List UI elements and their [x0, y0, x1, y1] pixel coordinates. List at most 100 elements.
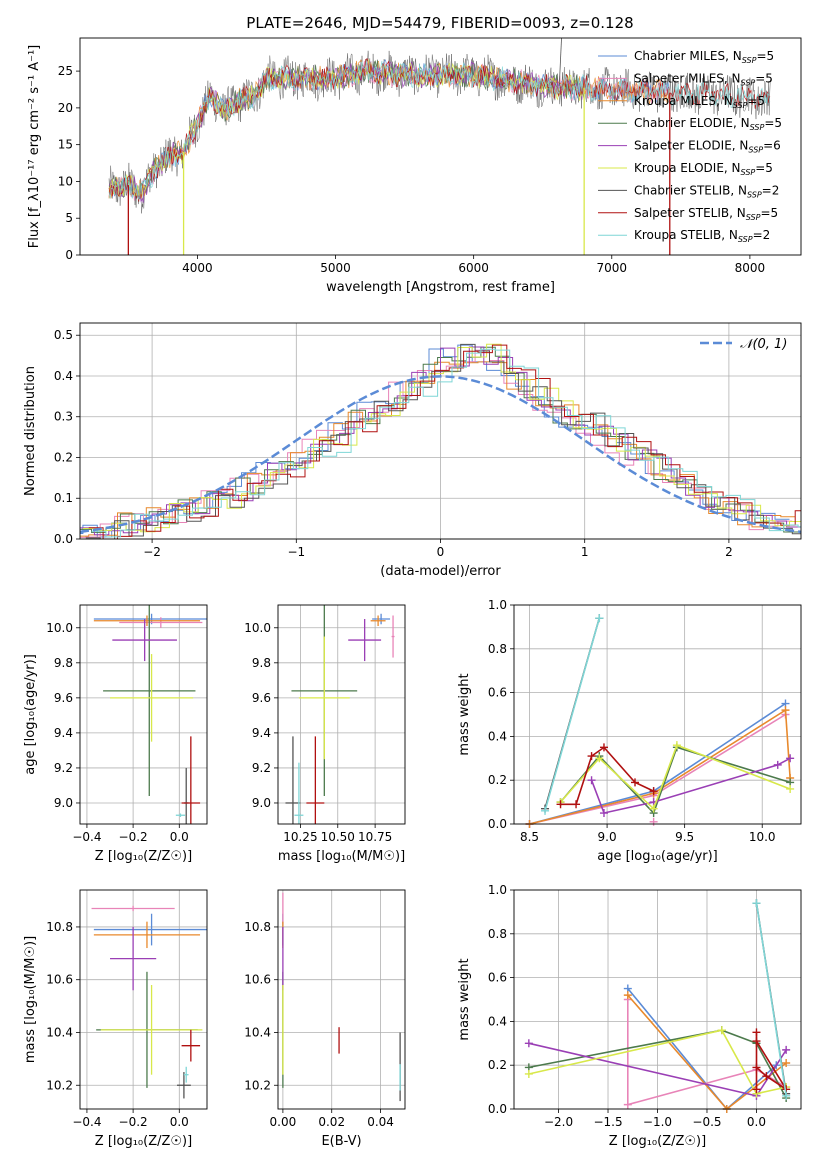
y-tick-label: 9.6: [54, 691, 73, 705]
y-tick-label: 10.6: [244, 973, 271, 987]
panels: 4000 5000 6000 7000 80000510152025wavelength…: [23, 37, 802, 1149]
x-tick-label: −1: [287, 545, 305, 559]
weight-marker: [541, 806, 550, 815]
x-tick-label: 9.0: [598, 830, 617, 844]
errorbar-group: [285, 605, 395, 824]
weight-line: [755, 902, 787, 1097]
spectrum-line: [108, 60, 585, 199]
weight-marker: [599, 809, 608, 818]
weight-marker: [672, 741, 681, 750]
weight-marker: [752, 1037, 761, 1046]
normal-curve: [80, 375, 801, 534]
weight-marker: [599, 743, 608, 752]
x-tick-label: 8.5: [520, 830, 539, 844]
y-tick-label: 9.4: [54, 726, 73, 740]
y-tick-label: 10.8: [244, 920, 271, 934]
weight-marker: [752, 1085, 761, 1094]
y-axis-label: mass weight: [457, 673, 472, 755]
y-tick-label: 5: [65, 211, 73, 225]
weight-marker: [595, 614, 604, 623]
weight-marker: [762, 1072, 771, 1081]
x-axis-label: E(B-V): [321, 1134, 361, 1149]
x-tick-label: −0.4: [72, 1115, 101, 1129]
weight-marker: [556, 800, 565, 809]
weight-marker: [649, 817, 658, 826]
y-tick-label: 0.8: [488, 927, 507, 941]
y-tick-label: 0.4: [488, 729, 507, 743]
weight-marker: [786, 754, 795, 763]
x-tick-label: 0.00: [270, 1115, 297, 1129]
weight-marker: [631, 778, 640, 787]
y-tick-label: 10.4: [244, 1025, 271, 1039]
x-tick-label: 10.0: [749, 830, 776, 844]
x-tick-label: −0.4: [72, 830, 101, 844]
x-tick-label: 0.0: [170, 830, 189, 844]
x-tick-label: −1.0: [643, 1115, 672, 1129]
y-tick-label: 9.0: [54, 796, 73, 810]
weight-lines: [525, 614, 795, 828]
histogram-panel: −2 −1 0 1 2 0.0 0.1 0.2 0.3 0.4 0.5 (data-model)/er…: [23, 322, 802, 579]
weight-line: [528, 1029, 787, 1099]
y-tick-label: 0.8: [488, 642, 507, 656]
histogram-step: [82, 343, 801, 533]
weight-marker: [595, 754, 604, 763]
y-tick-label: 10.8: [46, 920, 73, 934]
x-tick-label: −0.2: [119, 830, 148, 844]
y-tick-label: 0.1: [54, 491, 73, 505]
x-tick-label: 8000: [735, 261, 766, 275]
x-tick-label: 1: [581, 545, 589, 559]
x-tick-label: −1.5: [593, 1115, 622, 1129]
x-tick-label: 9.5: [675, 830, 694, 844]
x-tick-label: 7000: [596, 261, 627, 275]
y-tick-label: 9.6: [252, 691, 271, 705]
errorbar-group: [91, 905, 207, 1099]
weight-marker: [587, 776, 596, 785]
y-tick-label: 10.2: [46, 1078, 73, 1092]
age-vs-Z-panel: −0.4 −0.2 0.0 9.0 9.2 9.4 9.6 9.8 10.0 Z [log₁₀(Z…: [23, 604, 208, 864]
x-tick-label: 10.25: [283, 830, 317, 844]
plot-frame: [277, 604, 406, 825]
legend-label: Kroupa ELODIE, NSSP=5: [634, 161, 773, 177]
weight-line: [528, 1029, 787, 1095]
y-axis-label: mass [log₁₀(M/M☉)]: [23, 936, 38, 1063]
plot-frame: [79, 604, 208, 825]
y-axis-label: Flux [f_λ10⁻¹⁷ erg cm⁻² s⁻¹ A⁻¹]: [27, 45, 42, 249]
weight-marker: [752, 899, 761, 908]
y-tick-label: 0.4: [54, 369, 73, 383]
legend-label: Chabrier STELIB, NSSP=2: [634, 183, 779, 199]
plot-frame: [79, 37, 802, 256]
y-tick-label: 10: [58, 174, 73, 188]
x-axis-label: (data-model)/error: [380, 564, 501, 579]
y-tick-label: 10.6: [46, 973, 73, 987]
figure-title: PLATE=2646, MJD=54479, FIBERID=0093, z=0…: [246, 14, 633, 32]
x-tick-label: 10.75: [358, 830, 392, 844]
weight-marker: [752, 1028, 761, 1037]
mass-vs-ebv-panel: 0.00 0.02 0.04 10.2 10.4 10.6 10.8 E(B-V): [244, 889, 406, 1149]
x-tick-label: 10.50: [321, 830, 355, 844]
x-axis-label: wavelength [Angstrom, rest frame]: [326, 280, 555, 295]
weight-line: [627, 987, 777, 1111]
weight-marker: [649, 804, 658, 813]
y-tick-label: 1.0: [488, 883, 507, 897]
weight-marker: [587, 752, 596, 761]
y-tick-label: 9.2: [252, 761, 271, 775]
y-tick-label: 10.0: [244, 621, 271, 635]
y-tick-label: 0.3: [54, 410, 73, 424]
weight-line: [755, 1032, 787, 1090]
legend-label: Chabrier ELODIE, NSSP=5: [634, 116, 782, 132]
y-tick-label: 9.0: [252, 796, 271, 810]
y-tick-label: 0.6: [488, 971, 507, 985]
x-tick-label: 0: [437, 545, 445, 559]
x-tick-label: 0.04: [367, 1115, 394, 1129]
weight-vs-age-panel: 8.5 9.0 9.5 10.0 0.0 0.2 0.4 0.6 0.8 1.0 age [log₁…: [457, 598, 802, 864]
y-tick-label: 10.2: [244, 1078, 271, 1092]
weight-vs-Z-panel: −2.0 −1.5 −1.0 −0.5 0.0 0.0 0.2 0.4 0.6 0.8 1.0 Z […: [457, 883, 802, 1149]
x-tick-label: 0.02: [318, 1115, 345, 1129]
weight-line: [529, 708, 791, 825]
legend-label: Salpeter MILES, NSSP=5: [634, 71, 773, 87]
weight-marker: [752, 1063, 761, 1072]
weight-line: [529, 702, 786, 825]
plot-frame: [79, 322, 802, 540]
y-tick-label: 0.2: [488, 773, 507, 787]
